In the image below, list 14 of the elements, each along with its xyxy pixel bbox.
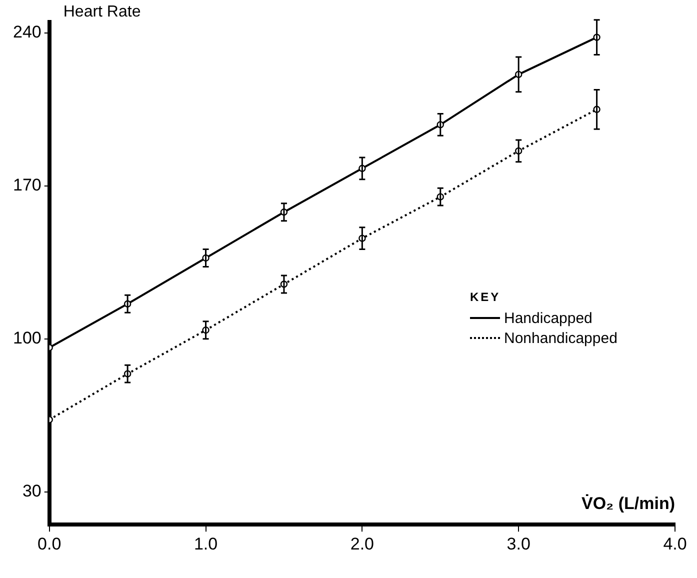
- x-tick-label: 2.0: [350, 534, 374, 554]
- y-tick-label: 100: [12, 328, 42, 348]
- legend-label: Nonhandicapped: [504, 330, 618, 346]
- y-axis-title: Heart Rate: [63, 3, 141, 20]
- legend-label: Handicapped: [504, 310, 592, 326]
- x-tick-label: 1.0: [194, 534, 218, 554]
- x-tick-label: 3.0: [506, 534, 530, 554]
- y-tick-label: 170: [12, 176, 42, 195]
- x-tick-label: 4.0: [663, 534, 687, 554]
- x-tick-label: 0.0: [38, 534, 62, 554]
- legend-title: KEY: [470, 290, 502, 304]
- y-tick-label: 30: [22, 482, 42, 501]
- x-axis-title: V̇O₂ (L/min): [582, 493, 675, 513]
- y-tick-label: 240: [12, 22, 42, 42]
